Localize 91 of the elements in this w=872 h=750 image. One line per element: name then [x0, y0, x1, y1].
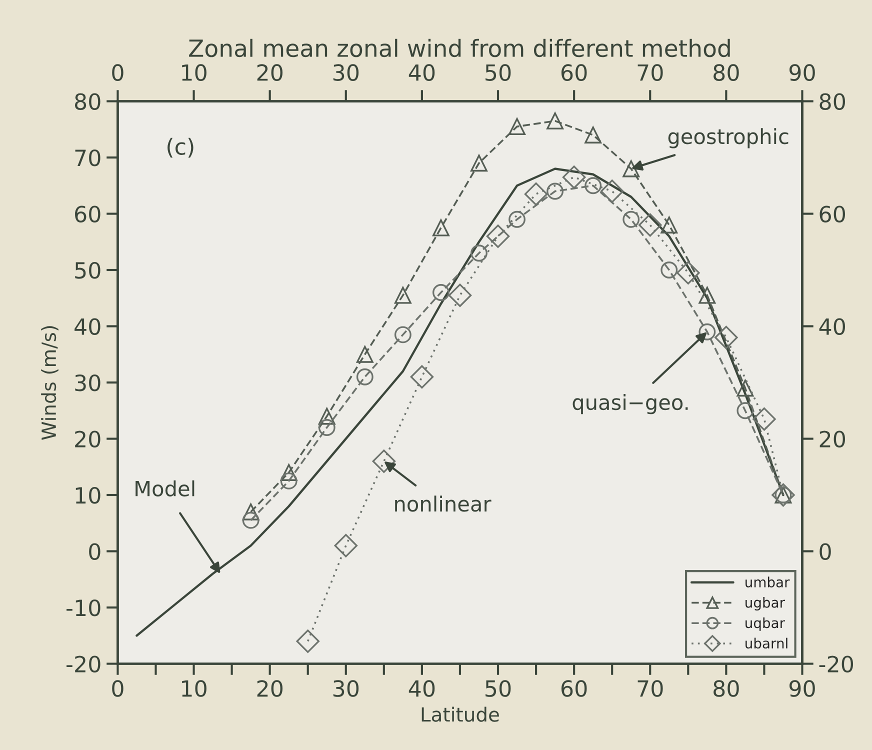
- x2-tick-label: 60: [561, 64, 587, 81]
- annotation: geostrophic: [668, 128, 788, 148]
- point: [280, 464, 298, 481]
- x-tick-label: 60: [561, 680, 587, 697]
- x2-tick-label: 90: [790, 64, 815, 81]
- point: [242, 512, 260, 529]
- y-tick-label: 50: [75, 262, 100, 279]
- y-tick-label: -10: [66, 599, 100, 616]
- y-tick-label: 20: [75, 430, 100, 448]
- legend-label: ugbar: [746, 597, 786, 610]
- y-tick-label: 40: [74, 318, 100, 336]
- point: [356, 346, 374, 363]
- x-tick-label: 40: [408, 680, 435, 697]
- legend-label: ubarnl: [746, 638, 788, 649]
- point: [508, 118, 526, 136]
- point: [584, 126, 602, 144]
- y2-tick-label: 60: [820, 206, 846, 223]
- point: [470, 244, 488, 262]
- point: [470, 154, 488, 172]
- point: [524, 182, 548, 206]
- x-tick-label: 20: [257, 680, 282, 697]
- y-tick-label: 10: [76, 486, 100, 504]
- chart-title: Zonal mean zonal wind from different method: [189, 38, 730, 58]
- x-tick-label: 50: [486, 680, 511, 697]
- point: [562, 166, 586, 189]
- point: [356, 368, 374, 386]
- annotation: quasi−geo.: [572, 394, 688, 414]
- point: [584, 177, 602, 194]
- point: [676, 261, 700, 284]
- point: [296, 630, 320, 653]
- y2-tick-label: 20: [820, 430, 846, 448]
- annotation: (c): [168, 138, 194, 158]
- point: [660, 216, 678, 234]
- legend-label: umbar: [746, 576, 790, 588]
- x-tick-label: 10: [182, 680, 206, 697]
- annotation: nonlinear: [395, 496, 492, 512]
- point: [448, 284, 472, 307]
- point: [546, 182, 564, 200]
- point: [242, 503, 260, 520]
- point: [546, 112, 564, 130]
- x2-tick-label: 30: [333, 64, 359, 81]
- y-tick-label: -20: [66, 656, 100, 673]
- y-tick-label: 80: [74, 93, 100, 110]
- point: [432, 284, 450, 301]
- point: [638, 213, 662, 237]
- y-tick-label: 30: [75, 374, 100, 392]
- x2-tick-label: 20: [257, 64, 282, 81]
- point: [318, 419, 336, 436]
- x-tick-label: 0: [112, 680, 124, 697]
- point: [698, 286, 716, 304]
- y2-tick-label: 0: [820, 543, 831, 560]
- x-tick-label: 70: [638, 680, 663, 697]
- point: [622, 160, 640, 178]
- point: [660, 262, 678, 278]
- legend-label: uqbar: [746, 617, 786, 631]
- point: [600, 180, 624, 203]
- annotation: Model: [136, 480, 194, 496]
- point: [432, 219, 450, 236]
- x-axis-title: Latitude: [422, 706, 499, 722]
- point: [318, 408, 336, 425]
- y-tick-label: 60: [75, 206, 100, 223]
- point: [486, 224, 510, 248]
- y-tick-label: 70: [75, 149, 100, 166]
- y2-tick-label: -20: [819, 656, 854, 673]
- point: [698, 323, 716, 340]
- x2-tick-label: 70: [638, 64, 663, 81]
- point: [714, 326, 738, 350]
- x2-tick-label: 80: [714, 64, 739, 81]
- point: [736, 380, 754, 397]
- x2-tick-label: 40: [408, 64, 435, 81]
- point: [508, 210, 526, 228]
- point: [394, 286, 412, 304]
- point: [772, 483, 795, 507]
- point: [410, 365, 434, 389]
- point: [372, 450, 396, 473]
- point: [622, 210, 640, 228]
- point: [736, 402, 754, 420]
- x-tick-label: 30: [333, 680, 359, 697]
- y2-tick-label: 40: [819, 318, 846, 336]
- x2-tick-label: 50: [486, 64, 511, 81]
- x-tick-label: 90: [790, 680, 815, 697]
- y-tick-label: 0: [89, 543, 100, 560]
- x2-tick-label: 0: [112, 64, 124, 81]
- x2-tick-label: 10: [182, 64, 206, 81]
- point: [334, 534, 358, 558]
- point: [752, 407, 776, 431]
- y2-tick-label: 80: [820, 93, 846, 110]
- x-tick-label: 80: [714, 680, 739, 697]
- point: [394, 326, 412, 344]
- point: [280, 472, 298, 490]
- y-axis-title: Winds (m/s): [41, 326, 58, 440]
